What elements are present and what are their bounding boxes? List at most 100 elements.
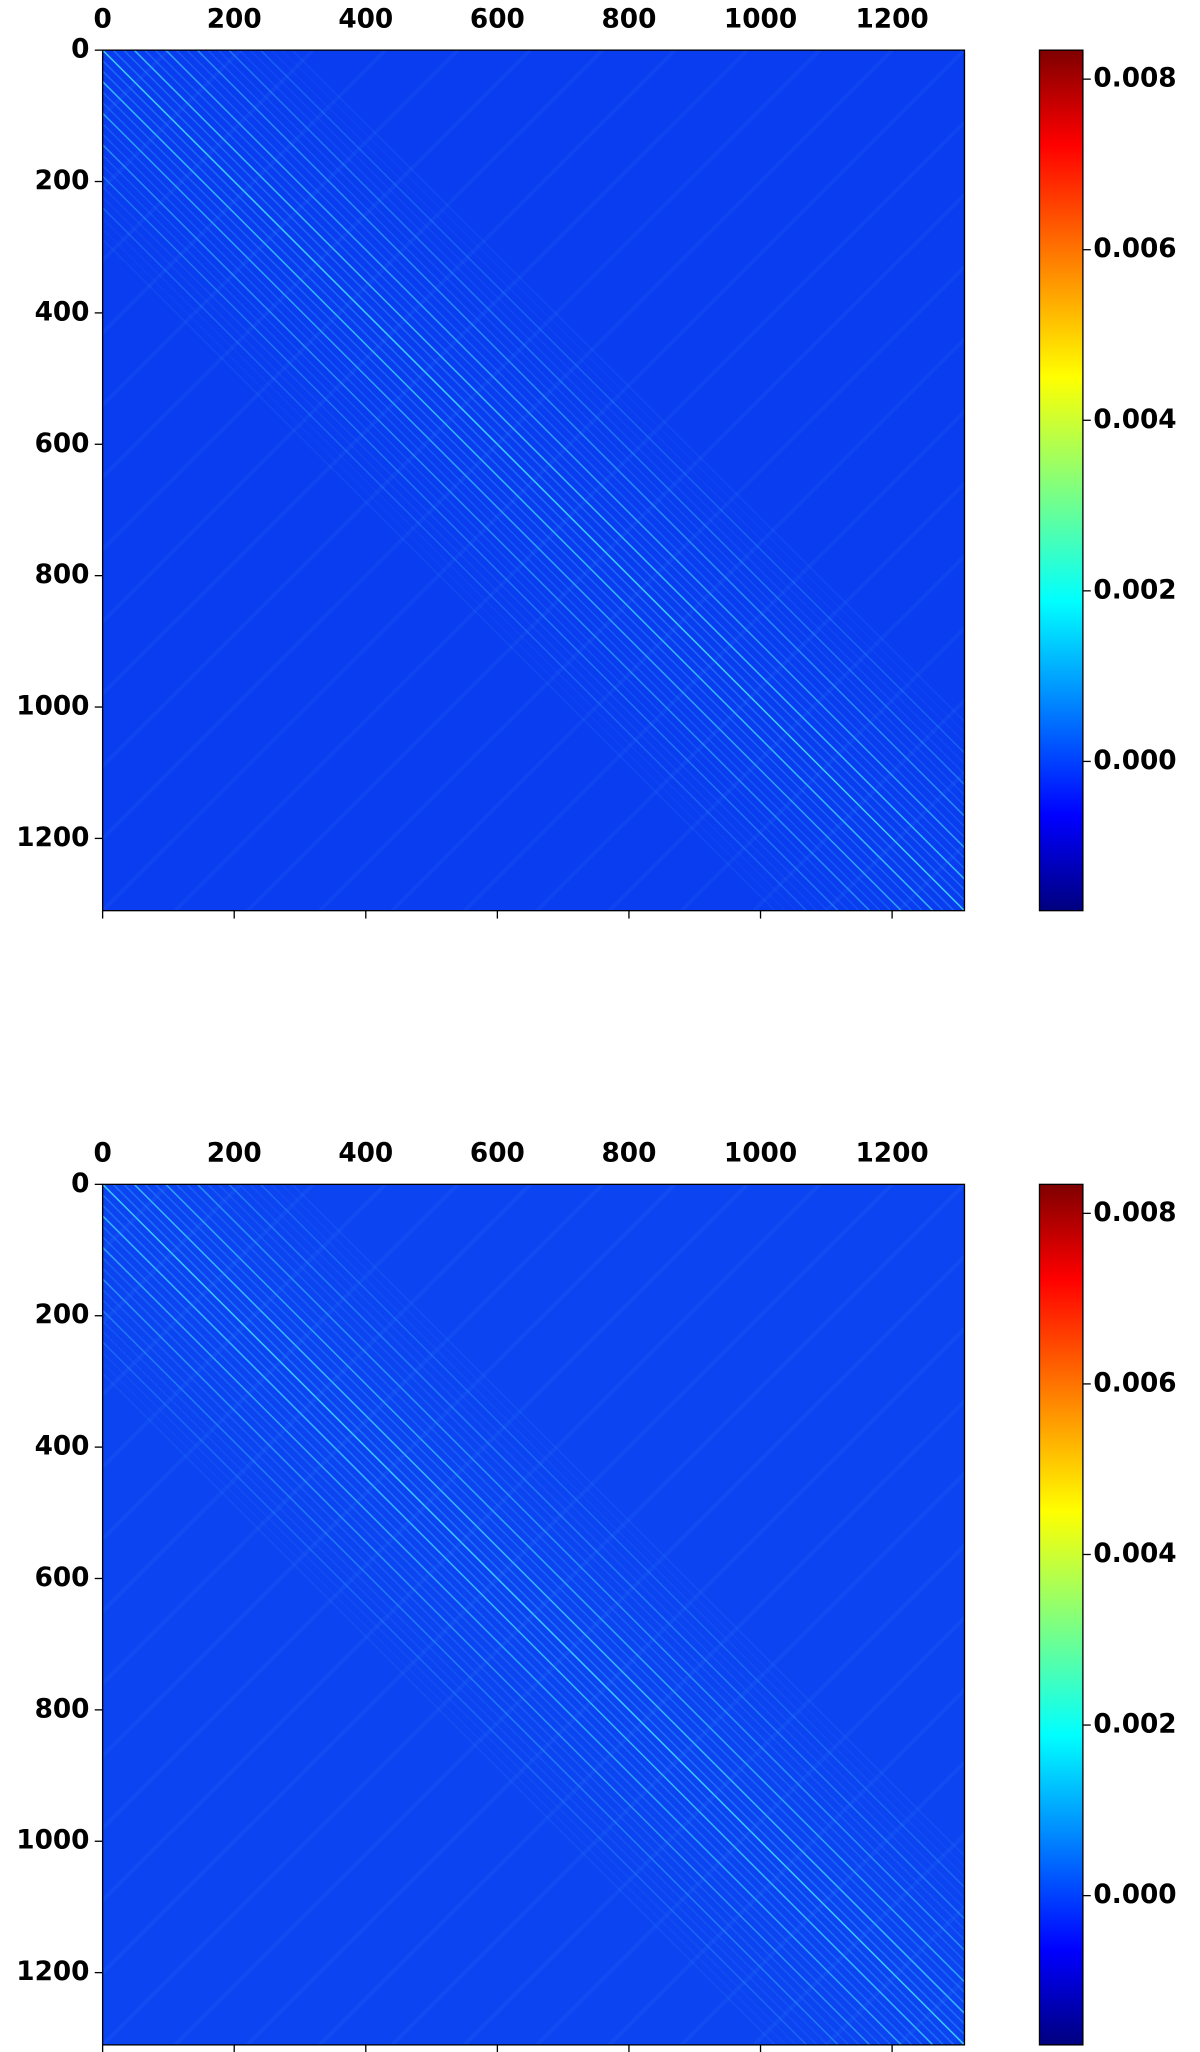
- diagonal-band: [102, 143, 871, 911]
- cross-band: [680, 625, 965, 911]
- cross-band: [102, 1184, 605, 1687]
- cross-band: [102, 50, 822, 769]
- diagonal-band: [291, 1184, 965, 1857]
- colorbar-tick-label: 0.008: [1093, 64, 1176, 94]
- cross-band: [463, 1542, 965, 2045]
- x-tick-label: 1000: [724, 4, 797, 34]
- diagonal-band: [238, 50, 965, 776]
- diagonal-band: [102, 1267, 881, 2045]
- x-tick-label: 800: [601, 4, 656, 34]
- diagonal-band: [102, 185, 829, 911]
- x-tick-label: 600: [470, 4, 525, 34]
- cross-band: [102, 1184, 315, 1398]
- diagonal-band: [196, 50, 965, 818]
- cross-band: [102, 1184, 894, 1976]
- diagonal-band: [102, 1340, 808, 2045]
- cross-band: [102, 1184, 460, 1542]
- diagonal-band: [102, 227, 787, 911]
- cross-band: [102, 50, 460, 408]
- diagonal-band: [165, 1184, 965, 1983]
- diagonal-band: [123, 50, 965, 891]
- diagonal-band: [165, 50, 965, 849]
- cross-band: [752, 697, 965, 911]
- cross-band: [245, 191, 965, 911]
- colorbar-tick-label: 0.002: [1093, 1710, 1176, 1740]
- y-tick-label: 1000: [16, 692, 89, 722]
- cross-band: [971, 50, 1200, 911]
- colorbar-tick-label: 0.004: [1093, 405, 1176, 435]
- diagonal-band: [102, 1246, 902, 2045]
- cross-band: [173, 119, 965, 911]
- diagonal-band: [102, 1319, 829, 2045]
- diagonal-band: [217, 50, 965, 797]
- cross-band: [318, 1398, 965, 2045]
- cross-band: [535, 1615, 965, 2045]
- diagonal-band: [154, 50, 965, 860]
- diagonal-band: [102, 59, 955, 911]
- cross-band: [752, 1831, 965, 2045]
- colorbar-tick-label: 0.006: [1093, 234, 1176, 264]
- diagonal-band: [102, 112, 902, 911]
- diagonal-band: [112, 1184, 965, 2036]
- diagonal-band: [102, 80, 934, 911]
- diagonal-band: [102, 91, 923, 911]
- diagonal-band: [102, 1204, 944, 2045]
- y-tick-label: 1000: [16, 1826, 89, 1856]
- diagonal-band: [175, 50, 965, 839]
- diagonal-band: [102, 1351, 797, 2045]
- y-tick-label: 0: [71, 1169, 89, 1199]
- cross-band: [102, 1184, 822, 1904]
- x-tick-label: 1200: [856, 4, 929, 34]
- heatmap-panel: 0 200 400 600 800 1000 1200 0 200 400 600 800 1000 12…: [16, 1139, 1177, 2052]
- y-tick-label: 600: [35, 1563, 90, 1593]
- diagonal-band: [102, 164, 850, 911]
- cross-band: [102, 1184, 532, 1615]
- diagonal-band: [259, 50, 965, 755]
- x-tick-label: 0: [93, 1139, 111, 1169]
- cross-band: [102, 50, 749, 697]
- x-tick-label: 200: [207, 4, 262, 34]
- diagonal-band: [102, 1193, 955, 2045]
- cross-band: [607, 1687, 965, 2045]
- x-tick-label: 200: [207, 1139, 262, 1169]
- cross-band: [607, 553, 965, 911]
- diagonal-band: [281, 1184, 965, 1868]
- cross-band: [535, 480, 965, 911]
- diagonal-band: [102, 70, 944, 911]
- diagonal-band: [102, 175, 839, 911]
- y-tick-label: 800: [35, 1694, 90, 1724]
- diagonal-band: [238, 1184, 965, 1910]
- cross-band: [245, 1326, 965, 2045]
- diagonal-band: [102, 1184, 965, 2045]
- y-tick-label: 600: [35, 429, 90, 459]
- cross-band: [102, 50, 965, 911]
- cross-band: [102, 1184, 749, 1831]
- diagonal-band: [207, 1184, 965, 1941]
- diagonal-band: [102, 1372, 776, 2045]
- diagonal-band: [102, 1288, 860, 2045]
- diagonal-band: [102, 1225, 923, 2045]
- heatmap-panel: 0 200 400 600 800 1000 1200 0 200 400 600 800 1000 12…: [16, 4, 1200, 919]
- y-tick-label: 200: [35, 1300, 90, 1330]
- cross-band: [390, 336, 965, 911]
- cross-band: [102, 50, 677, 625]
- diagonal-band: [249, 1184, 965, 1899]
- diagonal-band: [270, 50, 965, 744]
- matrix-image: [102, 50, 1200, 911]
- x-tick-label: 400: [338, 1139, 393, 1169]
- colorbar-tick-label: 0.008: [1093, 1198, 1176, 1228]
- matrix-image: [102, 1184, 965, 2045]
- diagonal-band: [291, 50, 965, 723]
- diagonal-band: [102, 1330, 818, 2045]
- diagonal-band: [228, 50, 965, 786]
- diagonal-band: [102, 1309, 839, 2045]
- x-tick-label: 1200: [856, 1139, 929, 1169]
- cross-band: [102, 50, 315, 264]
- diagonal-band: [144, 1184, 965, 2004]
- cross-band: [102, 1184, 677, 1759]
- diagonal-band: [102, 154, 860, 911]
- diagonal-band: [102, 217, 797, 911]
- diagonal-band: [249, 50, 965, 765]
- cross-band: [102, 50, 605, 553]
